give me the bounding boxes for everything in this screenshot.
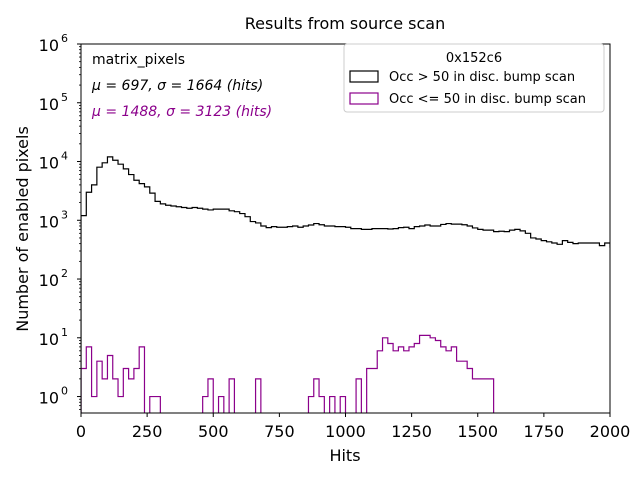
legend-entry-purple: Occ <= 50 in disc. bump scan xyxy=(389,92,586,107)
y-tick-label: 10 xyxy=(39,95,59,114)
x-tick-label: 750 xyxy=(264,422,295,441)
y-tick-exponent: 3 xyxy=(61,208,68,221)
x-tick-label: 1000 xyxy=(325,422,366,441)
x-tick-label: 2000 xyxy=(590,422,631,441)
legend: 0x152c6 Occ > 50 in disc. bump scan Occ … xyxy=(343,43,605,113)
x-tick-label: 0 xyxy=(76,422,86,441)
dataset-name-annotation: matrix_pixels xyxy=(92,52,185,68)
series-1-histogram-steps xyxy=(81,334,495,413)
y-tick-exponent: 0 xyxy=(61,385,68,398)
x-tick-label: 250 xyxy=(132,422,163,441)
y-tick-exponent: 5 xyxy=(61,91,68,104)
y-tick-exponent: 1 xyxy=(61,326,68,339)
y-tick-label: 10 xyxy=(39,271,59,290)
y-tick-label: 10 xyxy=(39,389,59,408)
y-tick-label: 10 xyxy=(39,154,59,173)
y-axis-label: Number of enabled pixels xyxy=(13,126,32,332)
x-tick-label: 1250 xyxy=(391,422,432,441)
y-tick-label: 10 xyxy=(39,330,59,349)
x-tick-label: 500 xyxy=(198,422,229,441)
x-tick-label: 1500 xyxy=(457,422,498,441)
stats-black-annotation: μ = 697, σ = 1664 (hits) xyxy=(91,78,263,94)
y-tick-exponent: 2 xyxy=(61,267,68,280)
legend-box xyxy=(343,43,605,113)
y-tick-exponent: 6 xyxy=(61,32,68,45)
y-tick-exponent: 4 xyxy=(61,150,68,163)
x-tick-label: 1750 xyxy=(524,422,565,441)
y-tick-label: 10 xyxy=(39,36,59,55)
legend-swatch-black xyxy=(349,70,379,83)
legend-title: 0x152c6 xyxy=(446,51,502,66)
chart-title: Results from source scan xyxy=(245,14,445,33)
stats-purple-annotation: μ = 1488, σ = 3123 (hits) xyxy=(91,104,272,120)
y-tick-label: 10 xyxy=(39,212,59,231)
legend-entry-black: Occ > 50 in disc. bump scan xyxy=(389,70,575,85)
x-axis-label: Hits xyxy=(329,446,360,465)
legend-swatch-purple xyxy=(349,92,379,105)
series-0-histogram-steps xyxy=(81,156,610,413)
